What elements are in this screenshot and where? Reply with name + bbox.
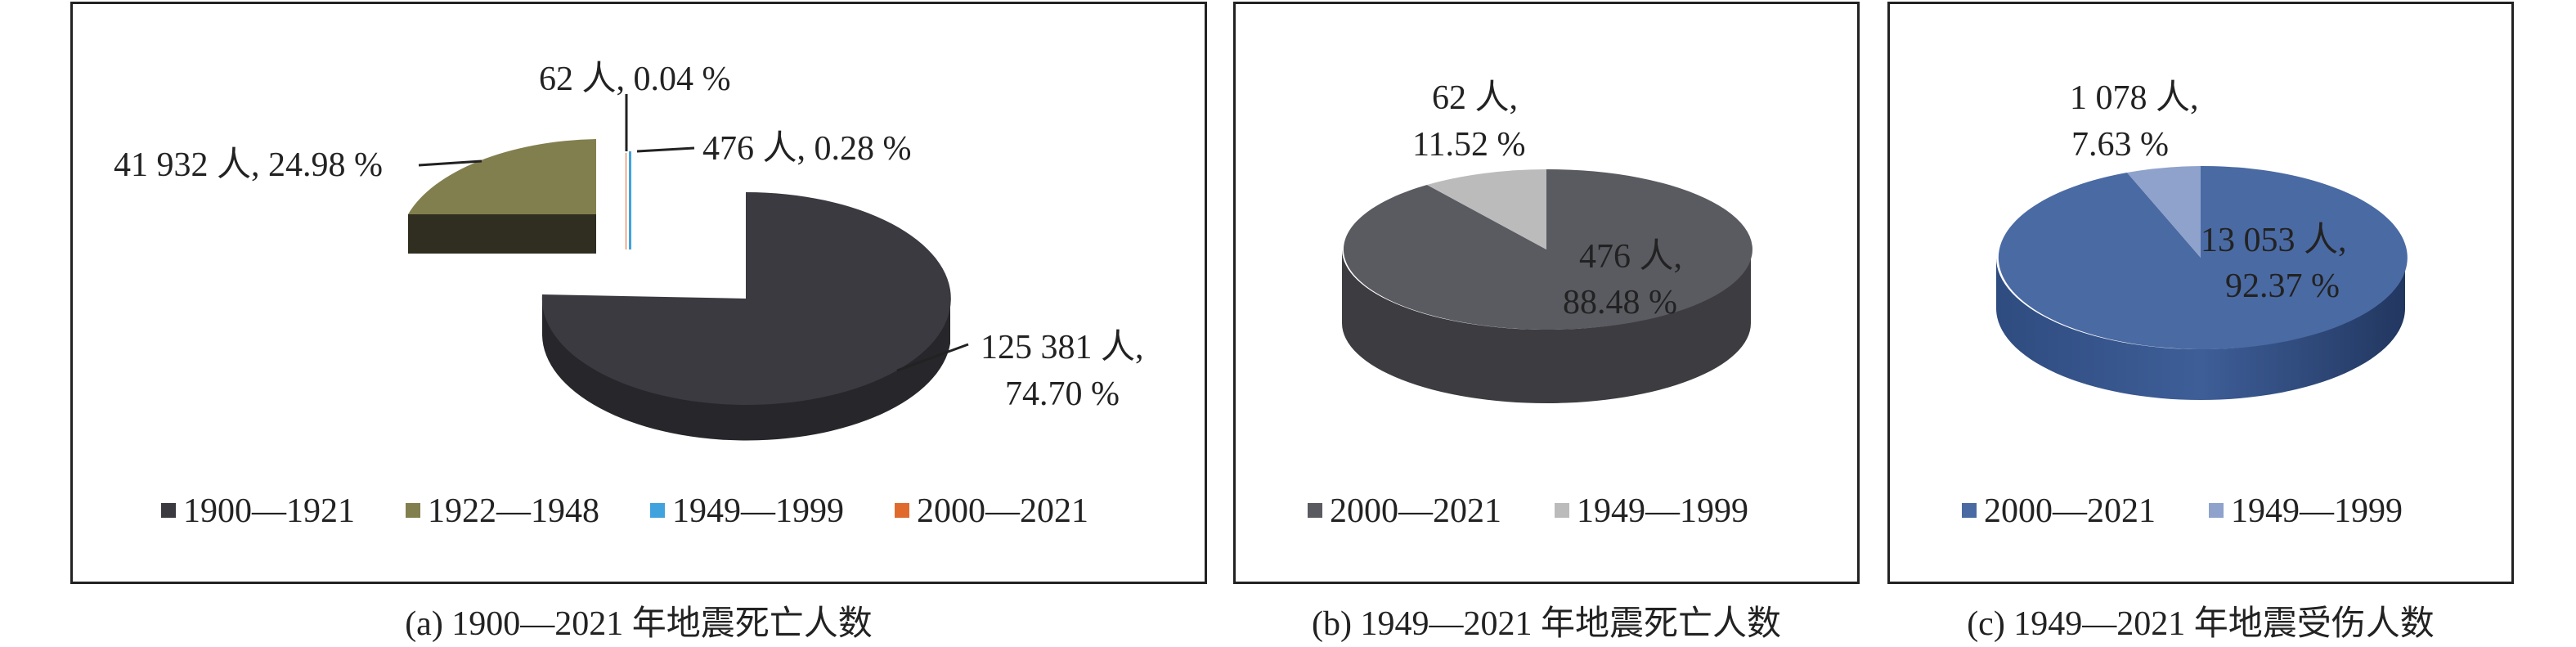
legend-swatch-1949-1999-b — [1555, 503, 1569, 518]
data-label-1949-1999: 476 人, 0.28 % — [702, 130, 912, 168]
pie-chart-c: 1 078 人, 7.63 % 13 053 人, 92.37 % 2000—2… — [1962, 79, 2408, 530]
slice-1900-1921-top — [541, 191, 951, 405]
data-label-1900-1921-percent: 74.70 % — [1005, 375, 1120, 413]
legend-c: 2000—2021 1949—1999 — [1962, 492, 2403, 530]
slice-2000-2021-b — [1342, 168, 1752, 403]
legend-a: 1900—1921 1922—1948 1949—1999 2000—2021 — [161, 492, 1088, 530]
legend-swatch-1949-1999 — [650, 503, 665, 518]
caption-c: (c) 1949—2021 年地震受伤人数 — [1967, 605, 2435, 643]
legend-label-2000-2021: 2000—2021 — [917, 492, 1088, 530]
legend-swatch-1949-1999-c — [2209, 503, 2224, 518]
data-label-2000-2021-b-count: 476 人, — [1579, 238, 1682, 276]
slice-1949-1999-c — [2127, 166, 2201, 258]
data-label-1900-1921-count: 125 381 人, — [981, 329, 1144, 366]
slice-1900-1921 — [541, 191, 951, 441]
legend-swatch-1900-1921 — [161, 503, 176, 518]
data-label-1949-1999-b-count: 62 人, — [1432, 79, 1518, 117]
slice-2000-2021-b-top — [1343, 168, 1752, 330]
pie-chart-a: 125 381 人, 74.70 % 41 932 人, 24.98 % 476… — [114, 61, 1144, 530]
data-label-2000-2021-c-count: 13 053 人, — [2201, 222, 2347, 259]
data-label-1949-1999-b-percent: 11.52 % — [1412, 126, 1525, 164]
legend-label-1949-1999-b: 1949—1999 — [1577, 492, 1748, 530]
legend-label-1949-1999: 1949—1999 — [672, 492, 844, 530]
leader-line-1900-1921 — [896, 343, 969, 372]
caption-b: (b) 1949—2021 年地震死亡人数 — [1312, 605, 1781, 643]
slice-1900-1921-side — [542, 294, 950, 441]
slice-1949-1999-b-top — [1427, 169, 1546, 249]
slice-1949-1999-top — [629, 151, 631, 249]
slice-1949-1999 — [629, 151, 631, 249]
chart-panel-a: 125 381 人, 74.70 % 41 932 人, 24.98 % 476… — [70, 2, 1207, 584]
slice-2000-2021-c-top — [1998, 165, 2408, 349]
slice-2000-2021-c — [1996, 165, 2408, 400]
slice-1922-1948-side — [408, 214, 596, 254]
slice-1949-1999-c-top — [2127, 166, 2201, 258]
chart-panel-c: 1 078 人, 7.63 % 13 053 人, 92.37 % 2000—2… — [1887, 2, 2514, 584]
legend-label-1949-1999-c: 1949—1999 — [2231, 492, 2403, 530]
legend-label-2000-2021-c: 2000—2021 — [1984, 492, 2156, 530]
slice-1949-1999-b — [1427, 169, 1546, 249]
data-label-1949-1999-c-percent: 7.63 % — [2071, 126, 2169, 164]
slice-1922-1948 — [408, 139, 596, 254]
chart-panel-b: 62 人, 11.52 % 476 人, 88.48 % 2000—2021 1… — [1233, 2, 1860, 584]
legend-swatch-2000-2021 — [895, 503, 909, 518]
data-label-2000-2021-b-percent: 88.48 % — [1563, 284, 1677, 321]
leader-line-1922-1948 — [418, 160, 482, 167]
legend-swatch-2000-2021-b — [1308, 503, 1322, 518]
data-label-2000-2021-c-percent: 92.37 % — [2225, 267, 2340, 305]
slice-1922-1948-top — [408, 139, 596, 214]
legend-b: 2000—2021 1949—1999 — [1308, 492, 1748, 530]
legend-label-1922-1948: 1922—1948 — [428, 492, 599, 530]
legend-swatch-1922-1948 — [406, 503, 420, 518]
data-label-1922-1948: 41 932 人, 24.98 % — [114, 146, 383, 184]
slice-2000-2021-c-side — [1996, 258, 2405, 400]
data-label-2000-2021: 62 人, 0.04 % — [539, 61, 731, 98]
caption-a: (a) 1900—2021 年地震死亡人数 — [405, 605, 873, 643]
legend-label-2000-2021-b: 2000—2021 — [1330, 492, 1501, 530]
data-label-1949-1999-c-count: 1 078 人, — [2070, 79, 2199, 117]
legend-label-1900-1921: 1900—1921 — [183, 492, 355, 530]
slice-2000-2021-b-side — [1342, 249, 1751, 403]
legend-swatch-2000-2021-c — [1962, 503, 1977, 518]
pie-chart-b: 62 人, 11.52 % 476 人, 88.48 % 2000—2021 1… — [1308, 79, 1752, 530]
leader-line-1949-1999 — [636, 146, 695, 153]
